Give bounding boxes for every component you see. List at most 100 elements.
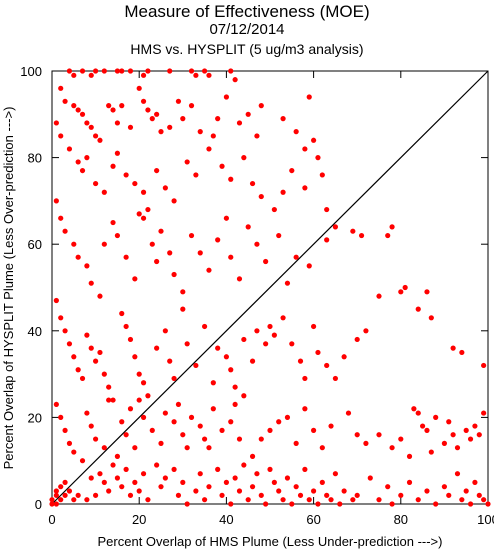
data-point <box>332 224 338 230</box>
data-point <box>84 332 90 338</box>
data-point <box>58 315 64 321</box>
data-point <box>306 263 312 269</box>
data-point <box>398 492 404 498</box>
data-point <box>110 107 116 113</box>
data-point <box>66 146 73 152</box>
data-point <box>354 492 360 498</box>
y-tick-label: 80 <box>28 151 42 166</box>
data-point <box>263 341 269 347</box>
data-point <box>424 488 430 494</box>
data-point <box>84 497 90 503</box>
data-point <box>145 497 151 503</box>
data-point <box>110 462 116 468</box>
data-point <box>228 501 234 507</box>
data-point <box>263 501 269 507</box>
axes-layer: 0 20 40 60 80 100 0 20 40 60 80 100 <box>20 64 494 527</box>
data-point <box>162 410 168 416</box>
data-point <box>319 172 325 178</box>
data-point <box>433 501 439 507</box>
data-point <box>428 449 434 455</box>
y-tick-label: 60 <box>28 237 42 252</box>
data-point <box>119 484 125 490</box>
data-point <box>162 328 168 334</box>
data-point <box>101 371 107 377</box>
x-tick-label: 40 <box>219 512 233 527</box>
x-tick-label: 20 <box>132 512 146 527</box>
data-point <box>106 384 112 390</box>
data-point <box>88 423 94 429</box>
data-point <box>154 345 160 351</box>
data-point <box>88 124 94 130</box>
data-point <box>293 440 299 446</box>
data-point <box>193 362 199 369</box>
data-point <box>324 206 330 213</box>
data-point <box>354 336 360 343</box>
data-point <box>276 488 282 494</box>
data-point <box>79 375 86 382</box>
data-point <box>132 180 138 187</box>
data-point <box>53 297 59 304</box>
data-point <box>175 492 182 498</box>
data-point <box>459 497 465 503</box>
data-point <box>254 133 260 139</box>
data-point <box>389 501 395 507</box>
data-point <box>293 129 299 135</box>
plot-frame <box>51 70 489 505</box>
data-point <box>337 501 343 507</box>
one-to-one-line <box>51 70 489 505</box>
data-point <box>433 414 439 420</box>
data-point <box>93 358 99 364</box>
data-point <box>376 432 382 438</box>
data-point <box>236 436 243 442</box>
data-point <box>319 479 325 485</box>
data-point <box>328 497 334 503</box>
data-point <box>424 289 430 295</box>
data-point <box>184 445 190 451</box>
data-point <box>84 410 90 416</box>
data-point <box>158 129 164 135</box>
data-point <box>53 120 59 126</box>
data-point <box>93 492 99 498</box>
data-point <box>389 445 395 451</box>
data-point <box>62 427 68 433</box>
data-point <box>119 103 125 109</box>
data-point <box>324 237 330 243</box>
data-point <box>180 479 186 485</box>
data-point <box>184 159 190 165</box>
data-point <box>206 146 212 152</box>
data-point <box>228 367 234 373</box>
data-point <box>297 358 304 364</box>
data-point <box>71 103 77 109</box>
data-point <box>140 215 147 221</box>
data-point <box>350 228 356 234</box>
data-point <box>154 111 160 117</box>
data-point <box>197 129 203 135</box>
data-point <box>132 276 138 282</box>
data-point <box>149 241 155 247</box>
x-tick-label: 100 <box>477 512 494 527</box>
data-point <box>79 458 86 464</box>
data-point <box>123 254 129 260</box>
data-point <box>249 453 256 459</box>
data-point <box>66 341 73 347</box>
data-point <box>158 440 164 446</box>
data-point <box>415 410 421 416</box>
data-point <box>114 475 120 481</box>
data-point <box>175 401 182 408</box>
data-point <box>110 219 116 226</box>
data-point <box>197 471 203 477</box>
data-point <box>223 94 229 100</box>
data-point <box>385 484 391 490</box>
data-point <box>363 328 369 334</box>
data-point <box>93 68 99 74</box>
x-tick-label: 80 <box>394 512 408 527</box>
data-point <box>136 397 142 403</box>
x-tick-label: 0 <box>48 512 55 527</box>
x-tick-label: 60 <box>306 512 320 527</box>
data-point <box>472 423 478 429</box>
data-point <box>306 497 312 503</box>
data-point <box>284 280 291 286</box>
data-point <box>84 155 90 161</box>
data-point <box>93 133 99 139</box>
